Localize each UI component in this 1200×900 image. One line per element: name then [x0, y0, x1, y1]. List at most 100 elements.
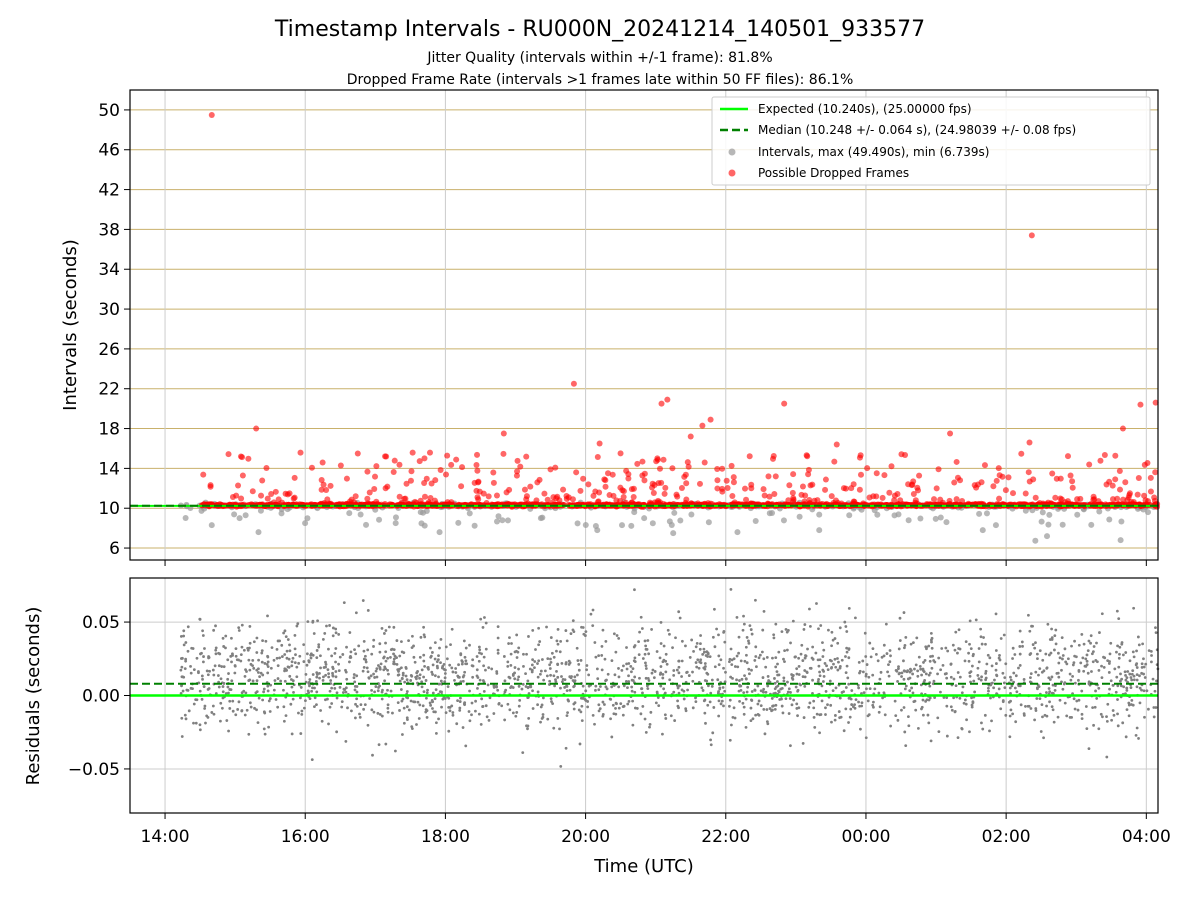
residual-point — [580, 704, 584, 708]
residual-point — [322, 675, 325, 679]
residual-point — [997, 687, 1001, 691]
residual-point — [448, 709, 452, 713]
residual-point — [217, 685, 221, 689]
residual-point — [980, 721, 983, 725]
residual-point — [495, 671, 499, 675]
dropped-frame-point — [674, 493, 681, 500]
residual-point — [796, 688, 800, 692]
dropped-frame-point — [830, 499, 837, 506]
residual-point — [490, 667, 494, 671]
residual-point — [598, 707, 602, 711]
residual-point — [1077, 670, 1081, 673]
residual-point — [536, 703, 539, 707]
residual-point — [577, 668, 581, 672]
residual-point — [723, 680, 727, 684]
residual-point — [806, 647, 809, 651]
residual-point — [314, 680, 318, 683]
residual-point — [821, 655, 825, 658]
residual-point — [1137, 643, 1141, 647]
dropped-frame-point — [766, 493, 773, 500]
residual-point — [458, 700, 462, 703]
residual-point — [203, 647, 206, 650]
residual-point — [1069, 678, 1073, 682]
residual-point — [287, 657, 291, 661]
residual-point — [266, 654, 269, 658]
residual-point — [221, 685, 225, 688]
residual-point — [864, 674, 868, 678]
residual-point — [1090, 670, 1093, 673]
residual-point — [604, 640, 608, 643]
dropped-frame-point — [398, 499, 405, 506]
residual-point — [944, 646, 948, 650]
residual-point — [625, 667, 629, 671]
residual-point — [422, 625, 425, 629]
residual-point — [372, 672, 375, 676]
dropped-frame-point — [585, 481, 592, 488]
residual-point — [762, 687, 766, 691]
residual-point — [383, 632, 386, 635]
intervals-y-tick-label: 34 — [98, 260, 120, 280]
residual-point — [1095, 641, 1098, 645]
residual-point — [898, 616, 902, 620]
residual-point — [936, 672, 939, 676]
residual-point — [1060, 636, 1064, 639]
residual-point — [638, 676, 641, 680]
intervals-grid — [130, 90, 1158, 560]
residual-point — [830, 659, 833, 663]
residual-point — [868, 687, 872, 691]
residual-point — [377, 743, 381, 747]
residual-point — [1076, 708, 1080, 712]
dropped-frame-point — [684, 459, 691, 466]
residual-point — [591, 608, 595, 612]
residual-point — [826, 703, 829, 707]
residual-point — [434, 731, 438, 735]
residual-point — [1046, 622, 1050, 626]
dropped-frame-point — [382, 453, 389, 460]
residual-point — [573, 679, 577, 683]
residual-point — [587, 673, 591, 677]
residual-point — [266, 684, 270, 688]
residual-point — [787, 712, 791, 715]
residual-point — [437, 654, 440, 658]
residual-point — [323, 632, 327, 635]
residual-point — [334, 647, 338, 650]
residual-point — [432, 710, 436, 714]
residual-point — [700, 686, 704, 690]
residual-point — [902, 646, 906, 650]
residual-point — [1115, 609, 1119, 613]
dropped-frame-point — [628, 499, 635, 506]
residual-point — [384, 659, 388, 663]
residual-point — [426, 666, 430, 670]
residual-point — [682, 697, 686, 701]
dropped-frame-point — [701, 459, 708, 466]
residual-point — [723, 689, 727, 693]
residual-point — [548, 679, 552, 683]
residual-point — [272, 658, 276, 662]
residual-point — [812, 699, 816, 703]
residual-point — [715, 627, 719, 631]
residual-point — [551, 702, 555, 706]
residual-point — [782, 679, 786, 683]
dropped-frame-point — [914, 484, 921, 491]
residual-point — [259, 671, 263, 675]
residual-point — [458, 708, 462, 712]
interval-point — [346, 510, 353, 517]
residual-point — [474, 709, 477, 713]
residual-point — [960, 727, 964, 730]
dropped-frame-point — [421, 455, 428, 462]
residual-point — [315, 656, 319, 659]
residual-point — [753, 688, 757, 692]
residual-point — [577, 708, 581, 712]
residual-point — [515, 633, 519, 637]
residual-point — [915, 636, 919, 640]
residual-point — [854, 698, 858, 702]
dropped-frame-point — [544, 496, 551, 503]
residual-point — [304, 699, 307, 703]
residual-point — [1125, 708, 1129, 711]
residual-point — [550, 651, 554, 655]
residual-point — [801, 675, 805, 679]
residual-point — [785, 648, 789, 652]
residual-point — [1140, 665, 1144, 669]
residual-point — [751, 717, 755, 721]
residual-point — [749, 719, 753, 723]
